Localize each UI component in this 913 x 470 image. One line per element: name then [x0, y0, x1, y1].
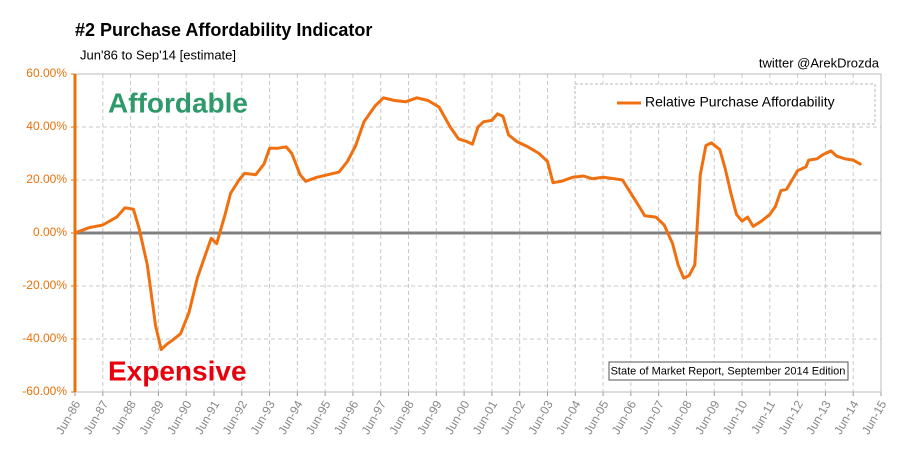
x-tick-label: Jun-02	[498, 398, 529, 437]
x-tick-label: Jun-94	[275, 398, 306, 437]
x-tick-label: Jun-03	[525, 398, 556, 437]
legend-label: Relative Purchase Affordability	[645, 94, 835, 110]
annotation: Affordable	[108, 87, 248, 118]
x-tick-label: Jun-92	[220, 398, 251, 437]
x-tick-label: Jun-11	[748, 398, 778, 436]
x-tick-label: Jun-86	[53, 398, 84, 437]
y-tick-label: -20.00%	[22, 278, 67, 292]
x-tick-label: Jun-01	[470, 398, 501, 437]
y-tick-label: -40.00%	[22, 331, 67, 345]
x-tick-label: Jun-09	[692, 398, 723, 437]
x-tick-label: Jun-88	[108, 398, 139, 437]
x-tick-label: Jun-00	[442, 398, 473, 437]
x-tick-label: Jun-87	[81, 398, 112, 437]
x-tick-label: Jun-95	[303, 398, 334, 437]
x-tick-label: Jun-90	[164, 398, 195, 437]
y-tick-label: 40.00%	[26, 119, 67, 133]
x-tick-label: Jun-98	[386, 398, 417, 437]
annotation-box	[608, 361, 849, 381]
x-tick-label: Jun-07	[637, 398, 668, 437]
x-tick-label: Jun-12	[775, 398, 806, 437]
x-tick-label: Jun-10	[720, 398, 751, 437]
x-tick-label: Jun-05	[581, 398, 612, 437]
x-tick-label: Jun-91	[192, 398, 223, 437]
x-tick-label: Jun-99	[414, 398, 445, 437]
x-tick-label: Jun-04	[553, 398, 584, 437]
x-tick-label: Jun-89	[136, 398, 167, 437]
credit: twitter @ArekDrozda	[759, 55, 880, 70]
x-tick-label: Jun-97	[359, 398, 390, 437]
x-tick-label: Jun-13	[803, 398, 834, 437]
annotation: Expensive	[108, 355, 247, 386]
y-tick-label: 60.00%	[26, 66, 67, 80]
x-tick-label: Jun-14	[831, 398, 862, 437]
x-tick-label: Jun-15	[859, 398, 890, 437]
line-series	[73, 96, 862, 352]
x-tick-label: Jun-08	[664, 398, 695, 437]
x-tick-label: Jun-96	[331, 398, 362, 437]
chart-title: #2 Purchase Affordability Indicator	[75, 20, 372, 40]
chart-subtitle: Jun'86 to Sep'14 [estimate]	[80, 47, 236, 62]
x-tick-label: Jun-06	[609, 398, 640, 437]
y-tick-label: 20.00%	[26, 172, 67, 186]
y-tick-label: 0.00%	[33, 225, 67, 239]
y-tick-label: -60.00%	[22, 384, 67, 398]
x-tick-label: Jun-93	[247, 398, 278, 437]
annotation: State of Market Report, September 2014 E…	[611, 365, 846, 377]
